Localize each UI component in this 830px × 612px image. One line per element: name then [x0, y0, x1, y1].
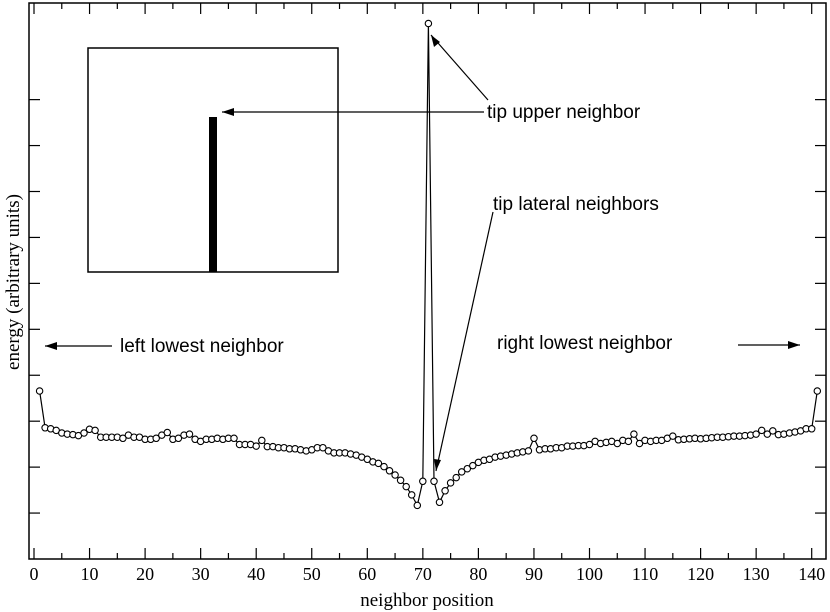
x-tick-label: 40: [247, 564, 265, 584]
y-axis-ticks: [29, 99, 826, 514]
x-axis-title: neighbor position: [360, 590, 494, 611]
x-tick-label: 60: [358, 564, 376, 584]
data-point: [435, 498, 444, 507]
data-point: [258, 436, 266, 445]
data-point: [446, 479, 455, 487]
arrow-tip-lateral: [435, 211, 494, 472]
data-point: [385, 467, 394, 475]
series-line: [39, 23, 818, 508]
annotation-right-lowest: right lowest neighbor: [497, 333, 673, 354]
x-tick-label: 0: [30, 564, 39, 584]
x-axis-ticks: 0 10 20 30 40 50 60 70 80 90 100 110 120 130 140: [30, 3, 825, 584]
data-point: [35, 387, 44, 395]
data-point: [763, 430, 772, 438]
data-point: [391, 471, 399, 479]
data-point: [757, 426, 766, 435]
data-point: [407, 491, 416, 499]
arrowhead-tip-upper-peak: [431, 35, 440, 47]
arrowhead-tip-upper-inset: [222, 108, 234, 116]
data-point: [91, 426, 99, 435]
data-point: [613, 439, 622, 448]
x-tick-label: 20: [136, 564, 154, 584]
data-point: [419, 477, 427, 486]
data-point: [319, 443, 327, 452]
data-point: [669, 432, 677, 440]
data-point: [119, 434, 127, 443]
data-point: [630, 430, 638, 438]
data-point: [424, 19, 433, 28]
arrowhead-right-lowest: [788, 341, 800, 349]
x-tick-label: 10: [81, 564, 99, 584]
data-series: [35, 19, 822, 510]
annotation-tip-lateral: tip lateral neighbors: [493, 194, 659, 215]
x-tick-label: 50: [303, 564, 321, 584]
data-point: [530, 434, 538, 443]
inset-tip-bar: [209, 117, 217, 272]
plot-frame: [28, 2, 827, 560]
data-point: [230, 434, 238, 443]
data-point: [807, 425, 816, 433]
data-point: [463, 464, 472, 473]
data-point: [469, 461, 477, 470]
data-point: [80, 429, 88, 437]
x-tick-label: 130: [743, 564, 770, 584]
data-point: [452, 473, 460, 482]
x-tick-label: 30: [192, 564, 210, 584]
data-point: [185, 430, 194, 438]
data-point: [396, 476, 405, 485]
annotation-arrows: [45, 34, 800, 472]
data-point: [769, 427, 777, 435]
data-point: [380, 462, 388, 471]
x-tick-label: 120: [687, 564, 714, 584]
data-point: [813, 387, 822, 395]
x-tick-label: 100: [576, 564, 603, 584]
data-point: [413, 501, 422, 510]
data-point: [174, 434, 183, 443]
data-point: [152, 434, 160, 443]
x-tick-label: 90: [525, 564, 543, 584]
data-point: [457, 468, 466, 476]
arrowhead-tip-lateral: [434, 459, 441, 471]
data-point: [374, 459, 383, 468]
data-point: [163, 428, 172, 437]
y-axis-title: energy (arbitrary units): [3, 194, 24, 370]
data-point: [752, 430, 760, 438]
data-point: [624, 437, 633, 446]
x-tick-label: 110: [632, 564, 658, 584]
data-point: [441, 487, 449, 495]
data-point: [585, 440, 594, 449]
x-tick-label: 70: [414, 564, 432, 584]
data-point: [524, 447, 533, 455]
data-point: [252, 442, 260, 450]
arrow-tip-upper-peak: [430, 34, 489, 101]
x-tick-label: 80: [469, 564, 487, 584]
annotation-tip-upper: tip upper neighbor: [487, 102, 641, 123]
annotation-left-lowest: left lowest neighbor: [120, 336, 284, 357]
annotation-arrowheads: [45, 35, 800, 471]
arrowhead-left-lowest: [45, 342, 57, 350]
x-tick-label: 140: [798, 564, 825, 584]
data-point: [402, 482, 410, 491]
data-point: [635, 439, 644, 448]
data-point: [430, 477, 438, 486]
